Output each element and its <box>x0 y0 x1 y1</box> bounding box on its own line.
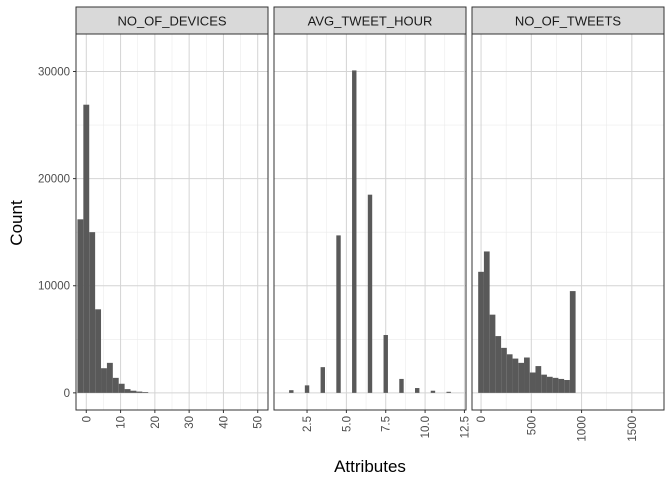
histogram-bar <box>506 354 513 393</box>
histogram-bar <box>124 389 131 393</box>
x-tick-label: 1000 <box>577 416 589 442</box>
histogram-bar <box>367 194 373 393</box>
histogram-bar <box>501 347 507 393</box>
histogram-bar <box>106 362 113 393</box>
histogram-bar <box>415 388 420 393</box>
panel-strip <box>273 6 467 35</box>
y-tick-label: 0 <box>64 388 70 400</box>
histogram-bar <box>83 104 90 393</box>
panel-border <box>471 33 665 411</box>
histogram-bar <box>483 251 490 393</box>
y-axis-ticks: 0 10000 20000 30000 <box>38 66 76 400</box>
histogram-bar <box>130 390 137 393</box>
histogram-bar <box>558 378 565 393</box>
histogram-bar <box>552 377 559 393</box>
y-tick-label: 20000 <box>38 174 70 186</box>
histogram-bar <box>564 380 570 393</box>
histogram-bar <box>136 391 143 393</box>
histogram-bar <box>446 391 451 393</box>
x-tick-label: 2.5 <box>302 416 314 432</box>
histogram-bar <box>89 232 96 393</box>
histogram-bar <box>289 390 294 393</box>
histogram-bar <box>112 377 119 393</box>
x-tick-label: 30 <box>184 416 196 429</box>
histogram-bar <box>399 378 404 393</box>
panel-border <box>75 33 269 411</box>
histogram-bar <box>512 358 519 393</box>
histogram-bar <box>142 392 149 393</box>
panel-strip-label: AVG_TWEET_HOUR <box>308 14 433 29</box>
panel-strip <box>471 6 665 35</box>
x-tick-label: 5.0 <box>341 416 353 432</box>
x-tick-label: 7.5 <box>381 416 393 432</box>
histogram-bar <box>320 367 325 393</box>
histogram-bar <box>541 374 547 393</box>
x-tick-label: 0 <box>476 416 488 422</box>
y-tick-label: 10000 <box>38 281 70 293</box>
x-tick-label: 40 <box>218 416 230 429</box>
x-axis-title: Attributes <box>334 457 406 476</box>
panel-no-of-devices: NO_OF_DEVICES 0 10 20 30 40 50 <box>75 6 269 429</box>
y-axis-title: Count <box>7 200 26 246</box>
x-tick-label: 1500 <box>627 416 639 442</box>
histogram-bar <box>489 314 496 393</box>
histogram-bar <box>304 385 310 393</box>
x-tick-label: 500 <box>526 416 538 435</box>
histogram-bar <box>518 362 525 393</box>
histogram-bar <box>336 235 341 393</box>
histogram-bar <box>569 291 576 393</box>
histogram-bar <box>524 357 530 393</box>
x-tick-label: 50 <box>253 416 265 429</box>
panel-avg-tweet-hour: AVG_TWEET_HOUR 2.5 5.0 7.5 10.0 12.5 <box>273 6 471 438</box>
histogram-bar <box>495 336 502 393</box>
x-tick-label: 12.5 <box>459 416 471 438</box>
histogram-bar <box>101 368 107 393</box>
histogram-bar <box>95 309 102 393</box>
panel-no-of-tweets: NO_OF_TWEETS 0 500 1000 1500 <box>471 6 665 442</box>
panel-strip <box>75 6 269 35</box>
x-tick-label: 20 <box>150 416 162 429</box>
x-tick-label: 10 <box>116 416 128 429</box>
y-tick-label: 30000 <box>38 66 70 78</box>
panel-strip-label: NO_OF_TWEETS <box>515 14 622 29</box>
histogram-bar <box>478 271 484 393</box>
histogram-bar <box>546 376 553 393</box>
histogram-bar <box>383 335 388 393</box>
histogram-bar <box>352 70 357 393</box>
panel-border <box>273 33 467 411</box>
histogram-bar <box>535 366 542 393</box>
panels-group: NO_OF_DEVICES 0 10 20 30 40 50 AVG_TWEET_HOUR 2.… <box>75 6 665 442</box>
x-tick-label: 10.0 <box>420 416 432 438</box>
histogram-bar <box>529 372 536 393</box>
histogram-bar <box>118 383 125 393</box>
histogram-bar <box>77 219 84 393</box>
panel-strip-label: NO_OF_DEVICES <box>117 14 226 29</box>
histogram-bar <box>430 390 436 393</box>
x-tick-label: 0 <box>81 416 93 422</box>
